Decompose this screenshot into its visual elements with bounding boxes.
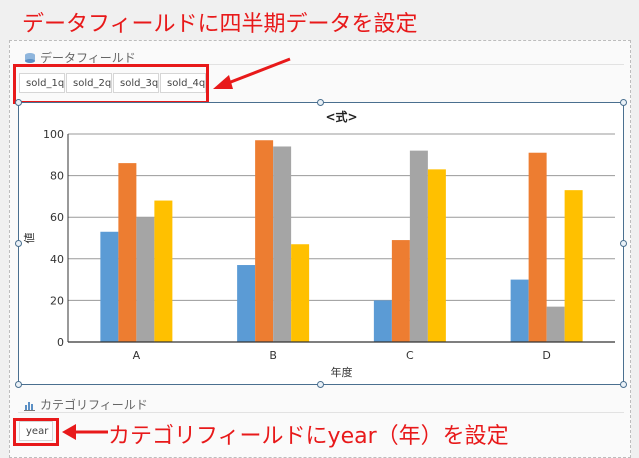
y-axis-label: 値 [23,233,36,244]
annotation-arrow-top-icon [213,57,291,89]
y-tick-label-60: 60 [50,211,64,224]
bar-B-series-2[interactable] [255,140,274,342]
bar-B-series-4[interactable] [291,244,310,342]
data-field-divider [18,64,624,65]
data-field-item-sold-1q[interactable]: sold_1q [19,73,65,93]
annotation-top: データフィールドに四半期データを設定 [22,12,418,37]
bar-D-series-2[interactable] [528,152,547,342]
bar-D-series-3[interactable] [546,306,565,342]
bar-D-series-1[interactable] [510,279,529,342]
bar-A-series-2[interactable] [118,163,137,342]
resize-handle-ml[interactable] [15,240,22,247]
bar-C-series-3[interactable] [409,150,428,342]
category-field-item-year[interactable]: year [19,421,53,441]
data-field-item-sold-4q[interactable]: sold_4q [160,73,206,93]
bar-D-series-4[interactable] [564,190,583,342]
chart-container[interactable]: <式> 0 20 40 60 80 100 値 A B C D 年度 [18,102,624,385]
annotation-bottom: カテゴリフィールドにyear（年）を設定 [108,424,509,449]
bar-B-series-1[interactable] [237,265,256,342]
bar-chart-icon [24,401,35,411]
resize-handle-br[interactable] [620,381,627,388]
resize-handle-bm[interactable] [317,381,324,388]
annotation-arrow-bottom-icon [62,424,108,440]
y-tick-label-0: 0 [57,336,64,349]
data-field-header: データフィールド [24,49,136,66]
bar-A-series-3[interactable] [136,217,155,342]
bar-C-series-1[interactable] [373,300,392,342]
bar-C-series-2[interactable] [391,240,410,342]
x-tick-label-A: A [133,349,141,362]
resize-handle-tl[interactable] [15,99,22,106]
bar-C-series-4[interactable] [427,169,446,342]
bar-chart: <式> 0 20 40 60 80 100 値 A B C D 年度 [23,109,615,379]
category-field-header: カテゴリフィールド [24,396,148,413]
x-tick-label-B: B [269,349,277,362]
category-field-highlight [13,418,59,446]
resize-handle-bl[interactable] [15,381,22,388]
y-tick-label-100: 100 [43,128,64,141]
resize-handle-mr[interactable] [620,240,627,247]
data-field-item-sold-2q[interactable]: sold_2q [66,73,112,93]
x-tick-label-C: C [406,349,414,362]
data-field-item-sold-3q[interactable]: sold_3q [113,73,159,93]
chart-title: <式> [325,109,357,124]
resize-handle-tm[interactable] [317,99,324,106]
bar-A-series-1[interactable] [100,231,119,342]
category-field-label: カテゴリフィールド [40,398,148,412]
x-axis-label: 年度 [331,365,353,379]
y-tick-label-40: 40 [50,253,64,266]
data-field-label: データフィールド [40,51,136,65]
data-field-icon [25,52,35,63]
data-field-highlight [13,64,209,104]
bar-B-series-3[interactable] [273,146,292,342]
resize-handle-tr[interactable] [620,99,627,106]
category-field-divider [18,412,624,413]
x-tick-label-D: D [542,349,550,362]
bar-A-series-4[interactable] [154,200,173,342]
y-tick-label-80: 80 [50,170,64,183]
y-tick-label-20: 20 [50,294,64,307]
